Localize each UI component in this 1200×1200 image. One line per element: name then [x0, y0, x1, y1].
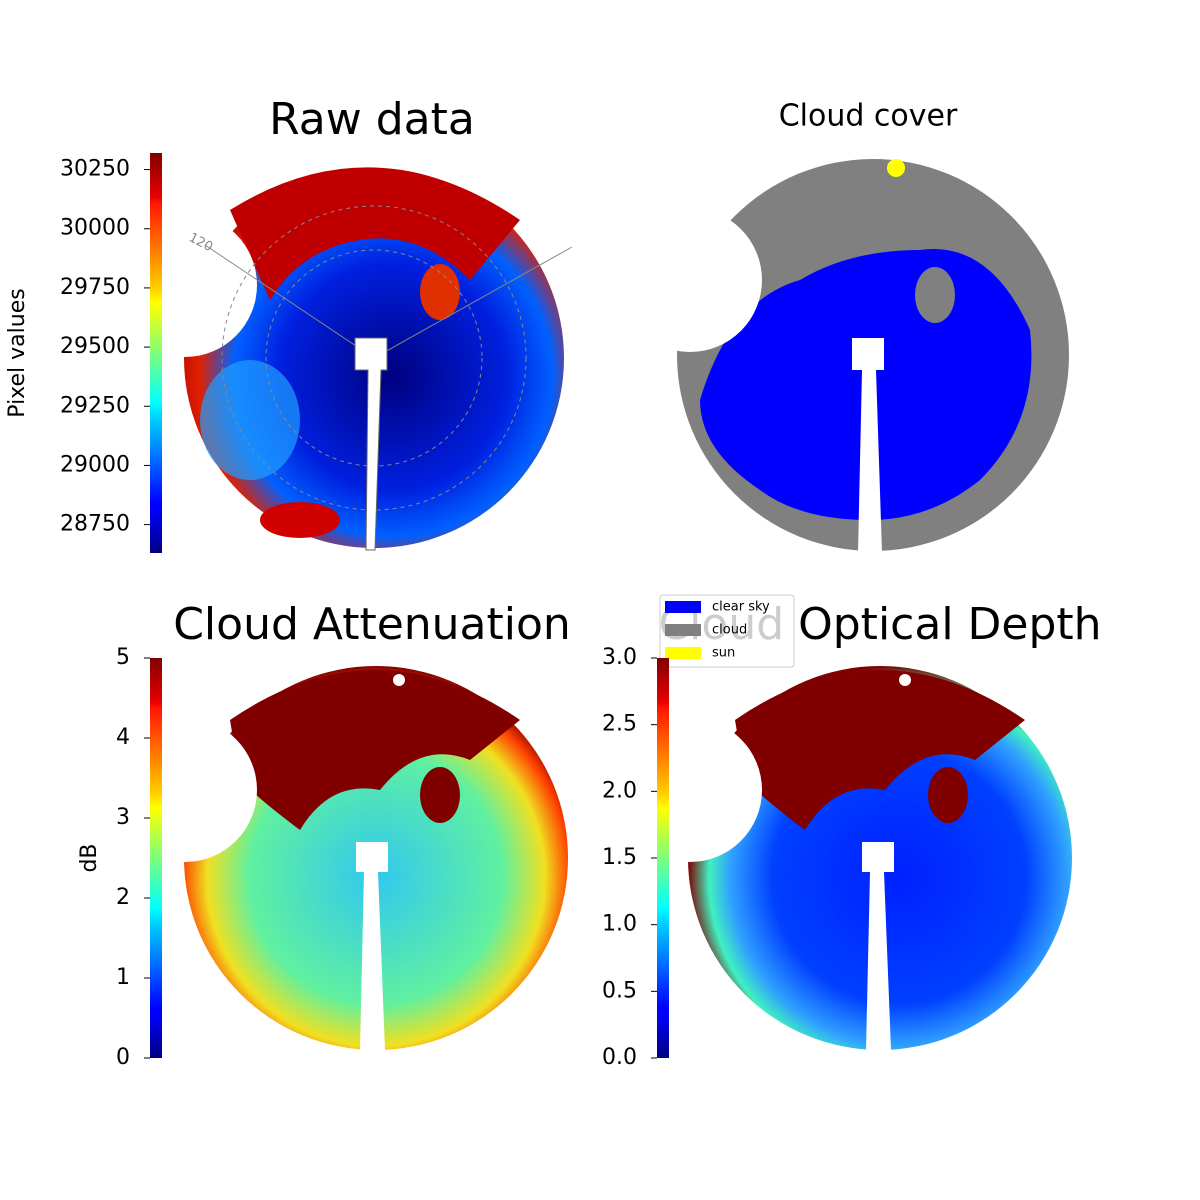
legend-swatch — [665, 624, 701, 636]
tick-label: 29500 — [60, 334, 130, 359]
legend: clear sky cloud sun — [659, 594, 795, 668]
tick-label: 0.0 — [602, 1045, 637, 1070]
attenuation-image — [113, 666, 568, 1050]
legend-label: sun — [712, 646, 735, 661]
tick-label: 1.5 — [602, 845, 637, 870]
tick-label: 2.0 — [602, 778, 637, 803]
colorbar — [150, 658, 162, 1058]
tick-label: 3 — [116, 805, 130, 830]
legend-label: clear sky — [712, 600, 770, 615]
tick-label: 29750 — [60, 275, 130, 300]
tick-label: 29000 — [60, 452, 130, 477]
tick-label: 2 — [116, 885, 130, 910]
legend-swatch — [665, 647, 701, 659]
legend-swatch — [665, 601, 701, 613]
tick-label: 2.5 — [602, 712, 637, 737]
cloud-cover-image — [618, 159, 1069, 553]
colorbar — [150, 153, 162, 553]
legend-label: cloud — [712, 623, 747, 638]
colorbar-label: dB — [77, 843, 102, 872]
panel-title: Raw data — [269, 94, 475, 145]
raw-image — [113, 167, 573, 551]
tick-label: 28750 — [60, 512, 130, 537]
tick-label: 30250 — [60, 157, 130, 182]
colorbar — [657, 658, 669, 1058]
optical-depth-image — [618, 666, 1072, 1050]
panel-title: Cloud Attenuation — [173, 599, 571, 650]
tick-label: 3.0 — [602, 645, 637, 670]
tick-label: 30000 — [60, 216, 130, 241]
tick-label: 4 — [116, 725, 130, 750]
tick-label: 0 — [116, 1045, 130, 1070]
tick-label: 29250 — [60, 393, 130, 418]
tick-label: 1.0 — [602, 912, 637, 937]
tick-label: 0.5 — [602, 978, 637, 1003]
panel-title: Cloud cover — [779, 99, 958, 134]
colorbar-label: Pixel values — [5, 288, 30, 417]
tick-label: 1 — [116, 965, 130, 990]
tick-label: 5 — [116, 645, 130, 670]
